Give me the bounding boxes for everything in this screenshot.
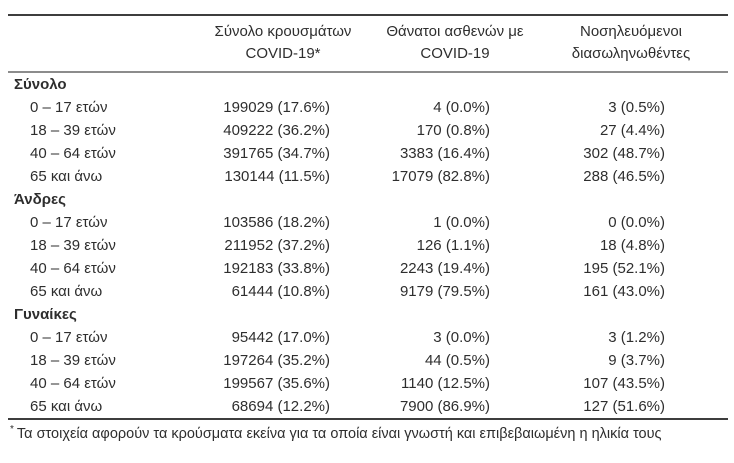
age-group-label: 18 – 39 ετών — [30, 122, 116, 139]
cases-value: 68694 (12.2%) — [231, 398, 330, 415]
section-label: Άνδρες — [14, 191, 66, 208]
deaths-value: 3383 (16.4%) — [399, 145, 490, 162]
table-row: 40 – 64 ετών 199567 (35.6%) 1140 (12.5%)… — [8, 372, 728, 395]
cases-value: 192183 (33.8%) — [223, 260, 330, 277]
age-group-label: 65 και άνω — [30, 168, 103, 185]
section-header-men: Άνδρες — [8, 188, 728, 211]
table-row: 18 – 39 ετών 409222 (36.2%) 170 (0.8%) 2… — [8, 119, 728, 142]
footnote-asterisk-marker: * — [10, 424, 14, 435]
table-row: 65 και άνω 68694 (12.2%) 7900 (86.9%) 12… — [8, 395, 728, 419]
section-header-total: Σύνολο — [8, 72, 728, 96]
deaths-value: 4 (0.0%) — [433, 99, 490, 116]
column-header-cases-line1: Σύνολο κρουσμάτων — [214, 23, 352, 40]
age-group-label: 40 – 64 ετών — [30, 375, 116, 392]
intubated-value: 288 (46.5%) — [583, 168, 665, 185]
column-header-intubated-line1: Νοσηλευόμενοι — [579, 23, 682, 40]
age-group-label: 65 και άνω — [30, 283, 103, 300]
column-header-deaths: Θάνατοι ασθενών με COVID-19 — [376, 15, 534, 72]
deaths-value: 1140 (12.5%) — [401, 375, 490, 392]
intubated-value: 3 (0.5%) — [608, 99, 665, 116]
intubated-value: 18 (4.8%) — [599, 237, 665, 254]
table-header: Σύνολο κρουσμάτων COVID-19* Θάνατοι ασθε… — [8, 15, 728, 72]
age-group-label: 40 – 64 ετών — [30, 145, 116, 162]
deaths-value: 3 (0.0%) — [433, 329, 490, 346]
cases-value: 197264 (35.2%) — [223, 352, 330, 369]
section-label: Σύνολο — [14, 76, 67, 93]
cases-value: 409222 (36.2%) — [223, 122, 330, 139]
age-group-label: 0 – 17 ετών — [30, 214, 108, 231]
table-row: 40 – 64 ετών 192183 (33.8%) 2243 (19.4%)… — [8, 257, 728, 280]
deaths-value: 17079 (82.8%) — [391, 168, 490, 185]
table-row: 18 – 39 ετών 211952 (37.2%) 126 (1.1%) 1… — [8, 234, 728, 257]
column-header-intubated: Νοσηλευόμενοι διασωληνωθέντες — [534, 15, 728, 72]
column-header-intubated-line2: διασωληνωθέντες — [571, 45, 691, 62]
empty-header-cell — [8, 15, 190, 72]
section-label: Γυναίκες — [14, 306, 77, 323]
report-table-page: Σύνολο κρουσμάτων COVID-19* Θάνατοι ασθε… — [0, 14, 734, 463]
intubated-value: 302 (48.7%) — [583, 145, 665, 162]
cases-value: 130144 (11.5%) — [224, 168, 330, 185]
table-row: 0 – 17 ετών 95442 (17.0%) 3 (0.0%) 3 (1.… — [8, 326, 728, 349]
table-row: 65 και άνω 61444 (10.8%) 9179 (79.5%) 16… — [8, 280, 728, 303]
deaths-value: 1 (0.0%) — [433, 214, 490, 231]
intubated-value: 0 (0.0%) — [608, 214, 665, 231]
section-header-women: Γυναίκες — [8, 303, 728, 326]
cases-value: 199029 (17.6%) — [223, 99, 330, 116]
column-header-cases: Σύνολο κρουσμάτων COVID-19* — [190, 15, 376, 72]
table-row: 65 και άνω 130144 (11.5%) 17079 (82.8%) … — [8, 165, 728, 188]
age-group-label: 18 – 39 ετών — [30, 352, 116, 369]
deaths-value: 7900 (86.9%) — [399, 398, 490, 415]
intubated-value: 3 (1.2%) — [608, 329, 665, 346]
intubated-value: 127 (51.6%) — [583, 398, 665, 415]
age-group-label: 0 – 17 ετών — [30, 329, 108, 346]
deaths-value: 44 (0.5%) — [424, 352, 490, 369]
covid-age-statistics-table: Σύνολο κρουσμάτων COVID-19* Θάνατοι ασθε… — [8, 14, 728, 420]
cases-value: 211952 (37.2%) — [224, 237, 330, 254]
cases-value: 199567 (35.6%) — [223, 375, 330, 392]
intubated-value: 27 (4.4%) — [599, 122, 665, 139]
age-group-label: 18 – 39 ετών — [30, 237, 116, 254]
age-group-label: 65 και άνω — [30, 398, 103, 415]
age-group-label: 0 – 17 ετών — [30, 99, 108, 116]
footnote-text: Τα στοιχεία αφορούν τα κρούσματα εκείνα … — [16, 425, 662, 442]
column-header-deaths-line2: COVID-19 — [420, 45, 490, 62]
deaths-value: 170 (0.8%) — [416, 122, 490, 139]
column-header-cases-line2: COVID-19* — [245, 45, 321, 62]
deaths-value: 9179 (79.5%) — [399, 283, 490, 300]
cases-value: 95442 (17.0%) — [231, 329, 330, 346]
table-row: 18 – 39 ετών 197264 (35.2%) 44 (0.5%) 9 … — [8, 349, 728, 372]
footnote: * Τα στοιχεία αφορούν τα κρούσματα εκείνα… — [10, 424, 734, 442]
cases-value: 391765 (34.7%) — [223, 145, 330, 162]
intubated-value: 195 (52.1%) — [583, 260, 665, 277]
table-row: 40 – 64 ετών 391765 (34.7%) 3383 (16.4%)… — [8, 142, 728, 165]
table-row: 0 – 17 ετών 103586 (18.2%) 1 (0.0%) 0 (0… — [8, 211, 728, 234]
cases-value: 103586 (18.2%) — [223, 214, 330, 231]
deaths-value: 126 (1.1%) — [416, 237, 490, 254]
cases-value: 61444 (10.8%) — [231, 283, 330, 300]
column-header-deaths-line1: Θάνατοι ασθενών με — [386, 23, 524, 40]
table-body: Σύνολο 0 – 17 ετών 199029 (17.6%) 4 (0.0… — [8, 72, 728, 419]
age-group-label: 40 – 64 ετών — [30, 260, 116, 277]
deaths-value: 2243 (19.4%) — [399, 260, 490, 277]
header-row: Σύνολο κρουσμάτων COVID-19* Θάνατοι ασθε… — [8, 15, 728, 72]
intubated-value: 9 (3.7%) — [608, 352, 665, 369]
intubated-value: 107 (43.5%) — [583, 375, 665, 392]
intubated-value: 161 (43.0%) — [583, 283, 665, 300]
table-row: 0 – 17 ετών 199029 (17.6%) 4 (0.0%) 3 (0… — [8, 96, 728, 119]
